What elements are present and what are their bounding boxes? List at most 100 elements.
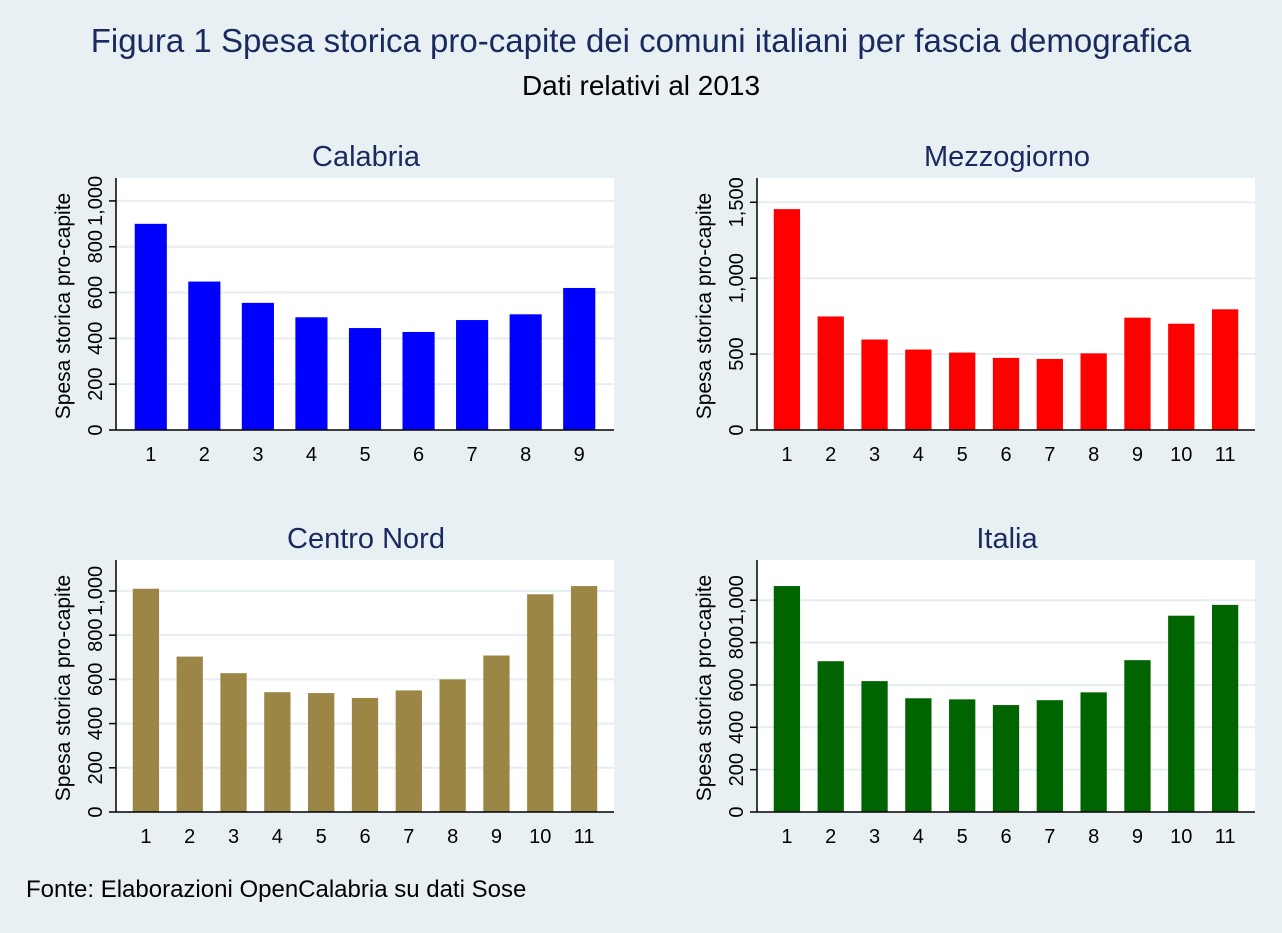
y-tick-label: 0 (85, 806, 107, 817)
x-tick-label: 7 (467, 444, 478, 466)
y-tick-label: 1,000 (85, 566, 107, 616)
y-tick-label: 400 (85, 322, 107, 355)
x-tick-label: 8 (447, 826, 458, 848)
chart-calabria: Calabria 0 200 400 600 800 1,000 Spesa storica … (52, 141, 614, 466)
x-tick-label: 5 (359, 444, 370, 466)
x-tick-label: 3 (869, 444, 880, 466)
bar (509, 314, 542, 430)
bar (402, 331, 435, 430)
bar (439, 679, 466, 812)
bar (949, 699, 976, 812)
x-tick-label: 2 (199, 444, 210, 466)
figure-subtitle: Dati relativi al 2013 (521, 70, 761, 101)
y-tick-label: 600 (85, 276, 107, 309)
y-axis-label: Spesa storica pro-capite (693, 575, 716, 801)
x-tick-label: 5 (957, 444, 968, 466)
bar (395, 690, 422, 812)
x-tick-label: 9 (574, 444, 585, 466)
x-tick-label: 7 (1044, 826, 1055, 848)
y-tick-label: 1,000 (726, 253, 748, 303)
x-tick-label: 4 (913, 826, 924, 848)
bar (949, 352, 976, 430)
x-tick-label: 10 (1170, 826, 1192, 848)
y-tick-label: 200 (726, 753, 748, 786)
bar (1080, 353, 1107, 430)
bar (570, 586, 598, 812)
x-tick-label: 9 (1132, 444, 1143, 466)
y-axis-label: Spesa storica pro-capite (52, 575, 75, 801)
bar (351, 697, 379, 812)
x-tick-label: 7 (1044, 444, 1055, 466)
bar (905, 698, 932, 812)
x-tick-label: 9 (1132, 826, 1143, 848)
bar (1036, 358, 1063, 430)
y-tick-label: 1,000 (726, 575, 748, 625)
x-tick-label: 2 (184, 826, 195, 848)
bar (132, 588, 160, 812)
x-tick-label: 8 (1088, 826, 1099, 848)
bar (264, 692, 291, 812)
x-tick-label: 1 (781, 826, 792, 848)
bar (861, 339, 888, 430)
x-tick-label: 5 (316, 826, 327, 848)
bar (773, 209, 801, 430)
x-tick-label: 10 (1170, 444, 1192, 466)
bar (1036, 700, 1063, 812)
x-tick-label: 11 (1215, 444, 1236, 466)
bar (483, 655, 510, 812)
y-axis-label: Spesa storica pro-capite (52, 193, 75, 419)
x-tick-label: 3 (869, 826, 880, 848)
bar (348, 328, 382, 430)
y-tick-label: 200 (85, 367, 107, 400)
x-tick-label: 3 (252, 444, 263, 466)
x-tick-label: 3 (228, 826, 239, 848)
x-tick-label: 8 (520, 444, 531, 466)
bar (1168, 615, 1195, 812)
bar (176, 656, 203, 812)
bar (220, 673, 247, 812)
bar (456, 320, 489, 430)
panel-title: Italia (976, 523, 1038, 555)
bar (992, 705, 1020, 812)
x-tick-label: 9 (491, 826, 502, 848)
source-note: Fonte: Elaborazioni OpenCalabria su dati… (26, 876, 527, 903)
bar (1211, 309, 1239, 430)
bar (817, 661, 844, 812)
y-tick-label: 200 (85, 751, 107, 784)
x-tick-label: 10 (529, 826, 551, 848)
bar (241, 302, 274, 430)
y-tick-label: 800 (726, 626, 748, 659)
y-tick-label: 800 (85, 618, 107, 651)
x-tick-label: 6 (1000, 444, 1011, 466)
panel-title: Mezzogiorno (924, 141, 1090, 173)
bar (527, 594, 554, 812)
y-tick-label: 500 (726, 337, 748, 370)
y-tick-label: 800 (85, 230, 107, 263)
x-tick-label: 4 (306, 444, 317, 466)
panel-title: Centro Nord (287, 523, 445, 555)
y-tick-label: 0 (85, 424, 107, 435)
bar (1124, 317, 1151, 430)
x-tick-label: 1 (140, 826, 151, 848)
y-tick-label: 400 (726, 711, 748, 744)
x-tick-label: 6 (359, 826, 370, 848)
x-tick-label: 11 (574, 826, 595, 848)
bar (188, 281, 221, 430)
bar (134, 223, 167, 430)
bar (295, 317, 328, 430)
y-axis-label: Spesa storica pro-capite (693, 193, 716, 419)
x-tick-label: 6 (413, 444, 424, 466)
bar (773, 586, 801, 812)
x-tick-label: 5 (957, 826, 968, 848)
y-tick-label: 1,500 (726, 177, 748, 227)
x-tick-label: 4 (272, 826, 283, 848)
x-tick-label: 4 (913, 444, 924, 466)
x-tick-label: 2 (825, 444, 836, 466)
panel-title: Calabria (312, 141, 421, 173)
bar (1211, 604, 1239, 812)
x-tick-label: 1 (781, 444, 792, 466)
figure-title: Figura 1 Spesa storica pro-capite dei co… (90, 22, 1192, 59)
y-tick-label: 400 (85, 707, 107, 740)
